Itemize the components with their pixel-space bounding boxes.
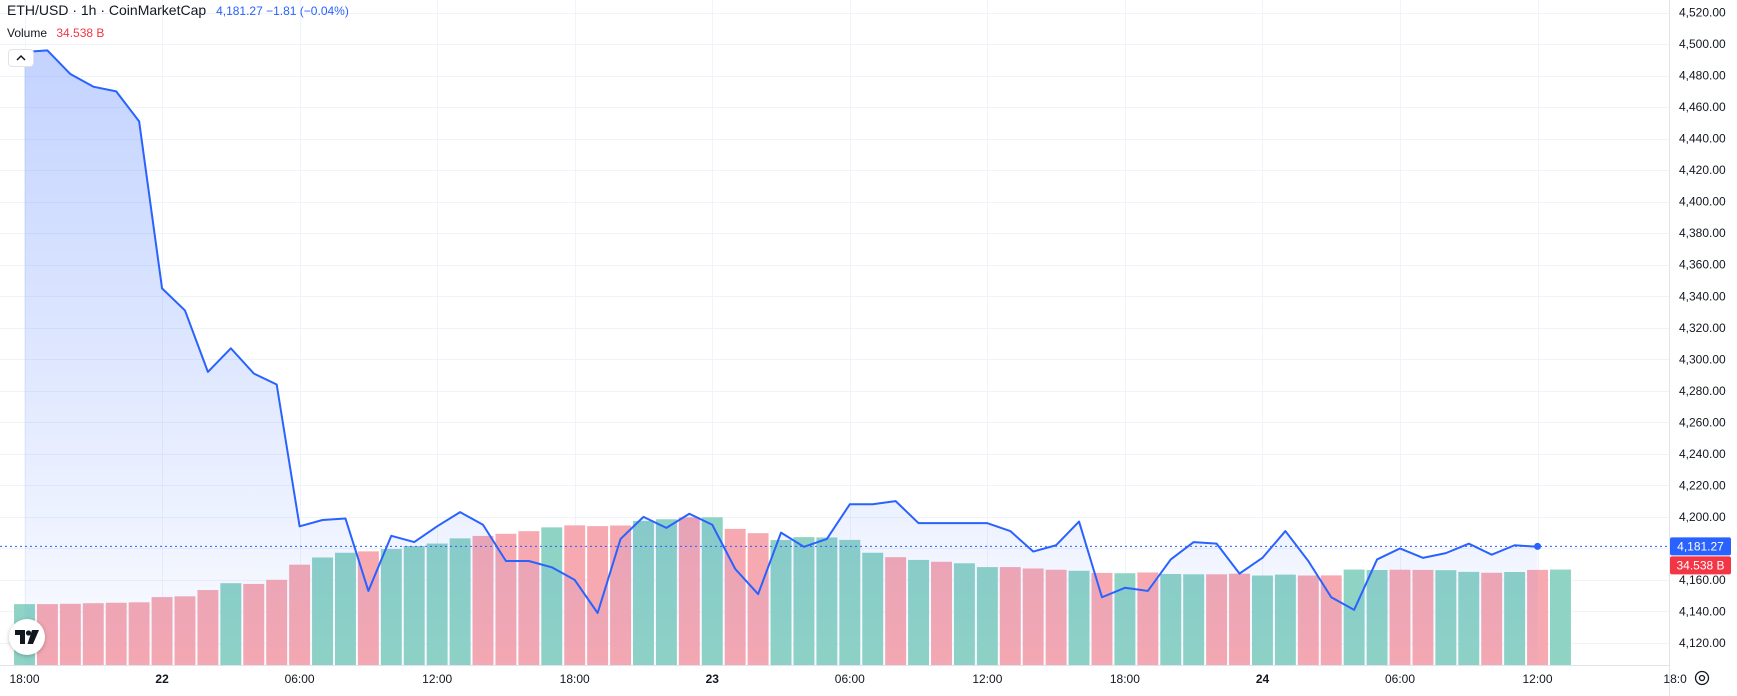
y-tick-label: 4,240.00 xyxy=(1679,447,1726,461)
y-tick-label: 4,360.00 xyxy=(1679,258,1726,272)
x-tick-label: 06:00 xyxy=(835,672,865,686)
x-tick-label: 06:00 xyxy=(285,672,315,686)
collapse-legend-button[interactable] xyxy=(8,49,34,67)
volume-bar xyxy=(1550,569,1571,665)
x-tick-label: 18:0 xyxy=(1663,672,1687,686)
chevron-up-icon xyxy=(16,54,26,61)
y-tick-label: 4,520.00 xyxy=(1679,6,1726,20)
last-price-tag-label: 4,181.27 xyxy=(1677,539,1724,553)
y-tick-label: 4,460.00 xyxy=(1679,100,1726,114)
time-axis[interactable]: 18:00 22 06:00 12:00 18:00 23 06:00 12:00 18:00 2… xyxy=(9,672,1687,686)
last-price-dot xyxy=(1534,542,1542,550)
tradingview-logo-icon xyxy=(15,630,39,644)
y-tick-label: 4,280.00 xyxy=(1679,384,1726,398)
y-tick-label: 4,340.00 xyxy=(1679,289,1726,303)
y-tick-label: 4,440.00 xyxy=(1679,132,1726,146)
last-price-tag xyxy=(1670,537,1731,556)
volume-legend: Volume 34.538 B xyxy=(7,26,104,40)
y-tick-label: 4,260.00 xyxy=(1679,415,1726,429)
x-tick-label: 12:00 xyxy=(422,672,452,686)
symbol-legend: ETH/USD · 1h · CoinMarketCap 4,181.27 −1… xyxy=(7,2,349,18)
y-tick-label: 4,380.00 xyxy=(1679,226,1726,240)
y-tick-label: 4,320.00 xyxy=(1679,321,1726,335)
price-axis[interactable]: 4,120.004,140.004,160.004,180.004,200.00… xyxy=(1679,6,1726,650)
volume-tag-label: 34.538 B xyxy=(1676,558,1724,572)
x-tick-label: 23 xyxy=(706,672,720,686)
x-tick-label: 18:00 xyxy=(560,672,590,686)
x-tick-label: 12:00 xyxy=(1522,672,1552,686)
y-tick-label: 4,500.00 xyxy=(1679,37,1726,51)
volume-value: 34.538 B xyxy=(56,26,105,40)
gear-icon[interactable] xyxy=(1693,669,1711,687)
price-change: 4,181.27 −1.81 (−0.04%) xyxy=(216,4,349,18)
symbol-title[interactable]: ETH/USD · 1h · CoinMarketCap xyxy=(7,2,207,18)
y-tick-label: 4,480.00 xyxy=(1679,69,1726,83)
volume-label[interactable]: Volume xyxy=(7,26,48,40)
tradingview-logo[interactable] xyxy=(9,619,45,655)
x-tick-label: 22 xyxy=(155,672,169,686)
y-tick-label: 4,300.00 xyxy=(1679,352,1726,366)
x-tick-label: 18:00 xyxy=(1110,672,1140,686)
price-area xyxy=(24,50,1538,666)
x-tick-label: 18:00 xyxy=(9,672,39,686)
x-tick-label: 12:00 xyxy=(972,672,1002,686)
y-tick-label: 4,400.00 xyxy=(1679,195,1726,209)
x-tick-label: 06:00 xyxy=(1385,672,1415,686)
y-tick-label: 4,200.00 xyxy=(1679,510,1726,524)
y-tick-label: 4,420.00 xyxy=(1679,163,1726,177)
y-tick-label: 4,120.00 xyxy=(1679,636,1726,650)
y-tick-label: 4,220.00 xyxy=(1679,478,1726,492)
y-tick-label: 4,160.00 xyxy=(1679,573,1726,587)
volume-tag xyxy=(1670,556,1731,575)
y-tick-label: 4,140.00 xyxy=(1679,604,1726,618)
axis-tags: 4,181.27 34.538 B xyxy=(1670,537,1731,575)
x-tick-label: 24 xyxy=(1256,672,1270,686)
price-line xyxy=(24,49,1538,614)
